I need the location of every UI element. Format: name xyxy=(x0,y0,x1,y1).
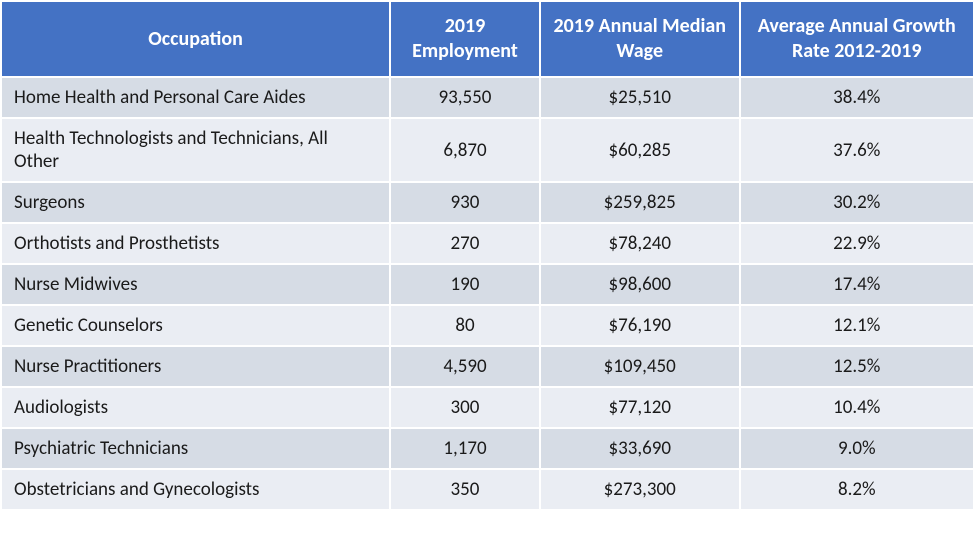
cell-wage: $273,300 xyxy=(540,469,740,510)
cell-growth: 38.4% xyxy=(740,77,974,118)
table-row: Audiologists 300 $77,120 10.4% xyxy=(1,387,974,428)
col-header-wage: 2019 Annual Median Wage xyxy=(540,1,740,77)
col-header-occupation: Occupation xyxy=(1,1,390,77)
cell-occupation: Genetic Counselors xyxy=(1,305,390,346)
cell-occupation: Audiologists xyxy=(1,387,390,428)
cell-growth: 10.4% xyxy=(740,387,974,428)
cell-growth: 9.0% xyxy=(740,428,974,469)
cell-wage: $98,600 xyxy=(540,264,740,305)
table-row: Nurse Midwives 190 $98,600 17.4% xyxy=(1,264,974,305)
cell-occupation: Obstetricians and Gynecologists xyxy=(1,469,390,510)
cell-employment: 930 xyxy=(390,182,540,223)
cell-occupation: Health Technologists and Technicians, Al… xyxy=(1,118,390,182)
table-row: Surgeons 930 $259,825 30.2% xyxy=(1,182,974,223)
cell-growth: 12.5% xyxy=(740,346,974,387)
cell-employment: 270 xyxy=(390,223,540,264)
cell-wage: $259,825 xyxy=(540,182,740,223)
cell-employment: 93,550 xyxy=(390,77,540,118)
cell-growth: 37.6% xyxy=(740,118,974,182)
cell-growth: 30.2% xyxy=(740,182,974,223)
cell-wage: $33,690 xyxy=(540,428,740,469)
cell-employment: 80 xyxy=(390,305,540,346)
cell-growth: 12.1% xyxy=(740,305,974,346)
cell-wage: $25,510 xyxy=(540,77,740,118)
col-header-employment: 2019 Employment xyxy=(390,1,540,77)
cell-occupation: Psychiatric Technicians xyxy=(1,428,390,469)
cell-occupation: Nurse Midwives xyxy=(1,264,390,305)
table-row: Genetic Counselors 80 $76,190 12.1% xyxy=(1,305,974,346)
cell-wage: $78,240 xyxy=(540,223,740,264)
cell-growth: 8.2% xyxy=(740,469,974,510)
table-row: Orthotists and Prosthetists 270 $78,240 … xyxy=(1,223,974,264)
table-row: Obstetricians and Gynecologists 350 $273… xyxy=(1,469,974,510)
table-row: Nurse Practitioners 4,590 $109,450 12.5% xyxy=(1,346,974,387)
cell-wage: $60,285 xyxy=(540,118,740,182)
cell-occupation: Home Health and Personal Care Aides xyxy=(1,77,390,118)
cell-wage: $77,120 xyxy=(540,387,740,428)
cell-wage: $109,450 xyxy=(540,346,740,387)
cell-occupation: Orthotists and Prosthetists xyxy=(1,223,390,264)
table-header-row: Occupation 2019 Employment 2019 Annual M… xyxy=(1,1,974,77)
table-head: Occupation 2019 Employment 2019 Annual M… xyxy=(1,1,974,77)
cell-employment: 4,590 xyxy=(390,346,540,387)
cell-occupation: Nurse Practitioners xyxy=(1,346,390,387)
table-body: Home Health and Personal Care Aides 93,5… xyxy=(1,77,974,510)
cell-employment: 1,170 xyxy=(390,428,540,469)
cell-wage: $76,190 xyxy=(540,305,740,346)
cell-growth: 22.9% xyxy=(740,223,974,264)
table-row: Psychiatric Technicians 1,170 $33,690 9.… xyxy=(1,428,974,469)
cell-employment: 6,870 xyxy=(390,118,540,182)
table-row: Health Technologists and Technicians, Al… xyxy=(1,118,974,182)
cell-employment: 190 xyxy=(390,264,540,305)
table-row: Home Health and Personal Care Aides 93,5… xyxy=(1,77,974,118)
cell-growth: 17.4% xyxy=(740,264,974,305)
cell-employment: 350 xyxy=(390,469,540,510)
cell-employment: 300 xyxy=(390,387,540,428)
occupations-table: Occupation 2019 Employment 2019 Annual M… xyxy=(0,0,975,511)
cell-occupation: Surgeons xyxy=(1,182,390,223)
col-header-growth: Average Annual Growth Rate 2012-2019 xyxy=(740,1,974,77)
